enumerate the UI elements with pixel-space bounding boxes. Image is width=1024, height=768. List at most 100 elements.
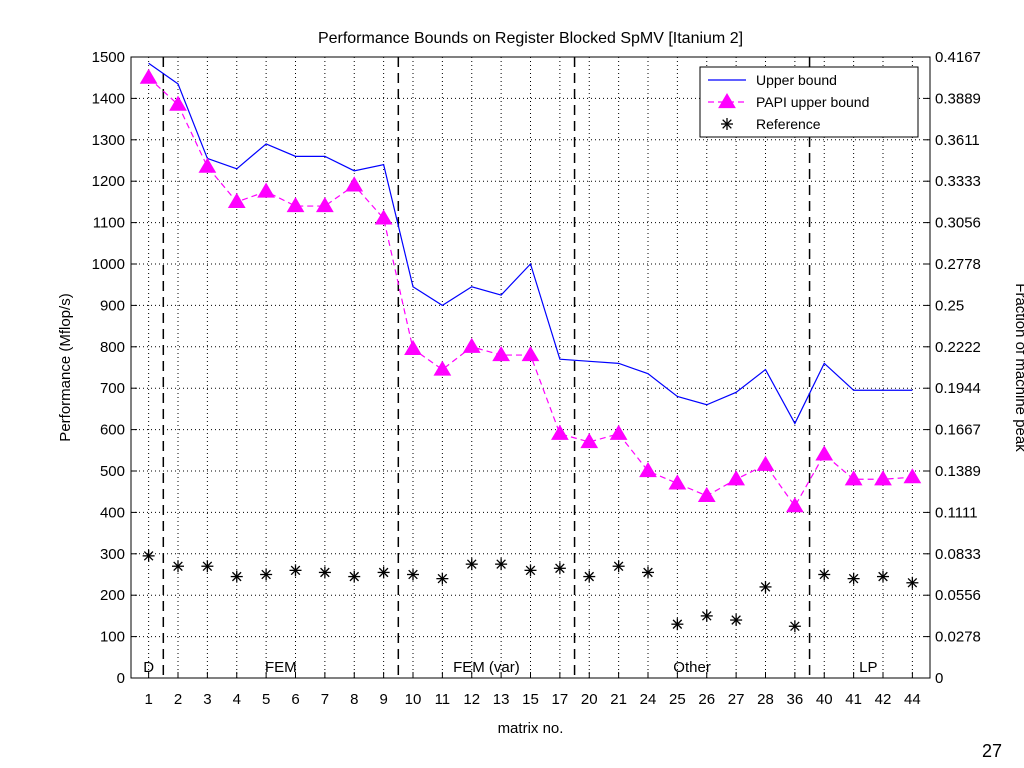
y-tick-label: 0 [117,670,125,687]
region-labels: D FEM FEM (var) Other LP [143,659,877,676]
triangle-marker [227,192,246,208]
x-tick-label: 2 [174,691,182,708]
y2-tick-label: 0.1667 [935,422,981,439]
series-upper-bound [148,62,913,425]
asterisk-marker [721,118,733,130]
triangle-marker [286,197,305,213]
triangle-marker [433,360,452,376]
region-label: FEM (var) [453,659,520,676]
asterisk-marker [612,560,625,573]
triangle-marker [727,470,745,486]
y-tick-label: 700 [100,380,125,397]
x-tick-label: 36 [787,691,804,708]
x-axis-label: matrix no. [498,720,564,737]
triangle-marker [815,445,834,461]
triangle-marker [462,337,481,353]
y2-tick-label: 0.0833 [935,546,981,563]
x-tick-label: 3 [203,691,211,708]
asterisk-marker [700,609,713,622]
triangle-marker [492,346,510,362]
triangle-marker [139,68,158,84]
triangle-marker [874,470,892,486]
x-tick-label: 26 [698,691,715,708]
y2-tick-label: 0.3611 [935,132,980,149]
region-label: FEM [265,659,297,676]
x-tick-label: 13 [493,691,510,708]
y-tick-label: 300 [100,546,125,563]
asterisk-marker [436,572,449,585]
y2-tick-label: 0.3056 [935,215,981,232]
x-tick-label: 24 [640,691,657,708]
x-tick-label: 25 [669,691,686,708]
series-line [148,62,913,425]
triangle-marker [609,424,628,440]
page-number: 27 [981,741,1002,761]
triangle-marker [786,497,804,513]
x-tick-label: 5 [262,691,270,708]
y2-tick-label: 0.4167 [935,49,981,66]
region-label: Other [673,659,711,676]
legend-label: Reference [756,116,821,132]
y2-axis-label: Fraction of machine peak [1012,283,1024,452]
asterisk-marker [847,572,860,585]
y-tick-label: 1500 [92,49,125,66]
asterisk-marker [495,558,508,571]
x-tick-label: 44 [904,691,921,708]
y2-tick-label: 0.2778 [935,256,981,273]
x-tick-label: 7 [321,691,329,708]
y2-tick-label: 0.0556 [935,587,981,604]
triangle-marker [551,424,569,440]
asterisk-marker [818,568,831,581]
asterisk-marker [172,560,184,573]
triangle-marker [316,197,334,213]
y-tick-label: 800 [100,339,125,356]
x-tick-label: 40 [816,691,833,708]
y2-tick-label: 0 [935,670,943,687]
x-tick-label: 21 [610,691,627,708]
y2-tick-label: 0.3333 [935,173,981,190]
asterisk-marker [230,570,243,583]
region-label: D [143,659,154,676]
y2-tick-label: 0.2222 [935,339,981,356]
y-tick-label: 1000 [92,256,125,273]
asterisk-marker [730,614,743,627]
asterisk-marker [260,568,273,581]
y-tick-label: 100 [100,629,125,646]
y-tick-label: 200 [100,587,125,604]
y-tick-label: 900 [100,297,125,314]
triangle-marker [198,157,217,173]
asterisk-marker [348,570,361,583]
triangle-marker [345,176,364,192]
asterisk-marker [788,620,801,633]
triangle-marker [756,455,775,471]
region-dividers [162,57,811,678]
y2-tick-label: 0.1111 [935,504,978,521]
x-tick-label: 17 [552,691,569,708]
y-tick-label: 500 [100,463,125,480]
triangle-marker [844,470,863,486]
y2-tick-label: 0.1944 [935,380,981,397]
triangle-marker [521,346,540,362]
triangle-marker [668,474,687,490]
legend: Upper bound PAPI upper bound Reference [699,66,919,138]
x-tick-label: 8 [350,691,358,708]
asterisk-marker [318,566,331,579]
x-tick-label: 6 [291,691,299,708]
legend-box [699,66,919,138]
triangle-marker [374,209,393,225]
x-tick-label: 28 [757,691,774,708]
legend-entry: Upper bound [708,72,837,88]
triangle-marker [169,95,187,111]
asterisk-marker [377,566,390,579]
y2-tick-label: 0.3889 [935,90,981,107]
asterisk-marker [553,562,566,575]
triangle-marker [257,182,275,198]
asterisk-marker [524,564,537,577]
y2-tick-label: 0.25 [935,297,964,314]
series-papi-upper-bound [139,68,922,513]
triangle-marker [639,462,657,478]
y-tick-label: 1300 [92,132,125,149]
x-tick-label: 10 [405,691,422,708]
x-tick-label: 27 [728,691,745,708]
